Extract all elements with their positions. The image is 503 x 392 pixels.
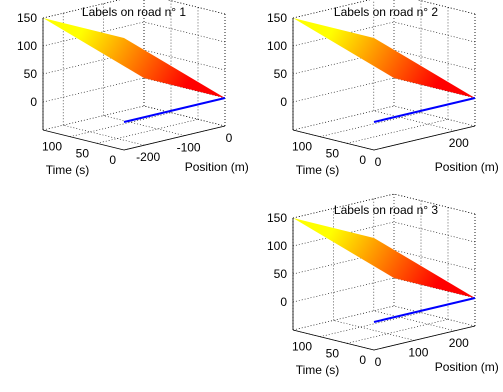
z-tick-label: 50 [24,67,38,81]
grid-line [393,49,476,71]
z-tick-label: 0 [280,95,287,109]
z-tick-label: 150 [267,11,287,25]
grid-line [292,77,395,103]
grid-line [393,277,476,299]
x-tick-label: 100 [408,345,428,359]
subplot-road-1: Labels on road n° 1 -200 -100 0 0 50 100 0 50 10… [17,0,249,177]
grid-line [393,249,476,271]
subplot-road-2: Labels on road n° 2 0 200 0 50 100 0 50 100 150 P… [267,0,499,177]
y-tick-label: 0 [359,153,366,167]
grid-line [42,77,145,103]
x-tick-label: 200 [449,136,469,150]
y-tick-label: 0 [359,353,366,367]
box-edge [42,105,145,131]
x-axis-label: Position (m) [435,160,499,174]
x-tick-label: 0 [375,355,382,369]
z-tick-label: 150 [17,11,37,25]
y-tick-label: 50 [76,146,90,160]
grid-line [346,319,449,344]
subplot-road-3: Labels on road n° 3 0 100 200 0 50 100 0 50 100 1… [267,193,499,377]
axis-line [123,125,226,151]
grid-line [143,105,226,127]
axis-line [373,325,476,351]
y-tick-label: 100 [292,340,312,354]
y-tick-label: 50 [326,346,340,360]
series-line [373,297,476,323]
y-axis-label: Time (s) [296,163,340,177]
z-tick-label: 100 [267,39,287,53]
z-tick-label: 150 [267,211,287,225]
y-tick-label: 100 [42,140,62,154]
surface-patch [293,18,475,98]
x-tick-label: 0 [375,155,382,169]
grid-line [373,310,455,332]
grid-line [143,21,226,43]
y-tick-label: 100 [292,140,312,154]
box-edge [393,305,476,327]
x-tick-label: 200 [449,336,469,350]
grid-line [319,312,422,337]
y-axis-label: Time (s) [46,163,90,177]
grid-line [292,277,395,303]
y-tick-label: 0 [109,153,116,167]
x-tick-label: -200 [136,150,160,164]
grid-line [393,193,476,215]
grid-line [42,0,121,19]
grid-line [69,112,172,137]
z-tick-label: 0 [280,295,287,309]
x-axis-label: Position (m) [185,160,249,174]
grid-line [292,249,395,275]
y-axis-label: Time (s) [296,363,340,377]
grid-line [393,21,476,43]
x-tick-label: 0 [226,131,233,145]
series-line [373,97,476,123]
z-tick-label: 100 [17,39,37,53]
grid-line [319,112,422,137]
series-line [123,97,226,123]
chart-title: Labels on road n° 1 [82,5,187,19]
grid-line [292,0,371,19]
grid-line [346,119,449,144]
z-tick-label: 100 [267,239,287,253]
grid-line [143,77,226,99]
box-edge [292,305,395,331]
grid-line [393,77,476,99]
grid-line [143,49,226,71]
y-tick-label: 50 [326,146,340,160]
grid-line [103,115,185,136]
axis-line [292,129,375,151]
grid-line [292,49,395,75]
chart-title: Labels on road n° 2 [334,5,439,19]
box-edge [393,105,476,127]
grid-line [96,119,199,144]
box-edge [292,105,395,131]
z-tick-label: 0 [30,95,37,109]
z-tick-label: 50 [274,67,288,81]
grid-line [333,320,415,341]
grid-line [393,221,476,243]
surface-patch [293,218,475,298]
grid-line [292,193,395,219]
axis-line [42,129,125,151]
grid-line [373,110,455,132]
x-tick-label: -100 [177,141,201,155]
x-axis-label: Position (m) [435,360,499,374]
z-tick-label: 50 [274,267,288,281]
surface-patch [43,18,225,98]
grid-line [42,49,145,75]
grid-line [63,124,145,146]
axis-line [373,125,476,151]
axis-line [292,329,375,351]
chart-title: Labels on road n° 3 [334,203,439,217]
